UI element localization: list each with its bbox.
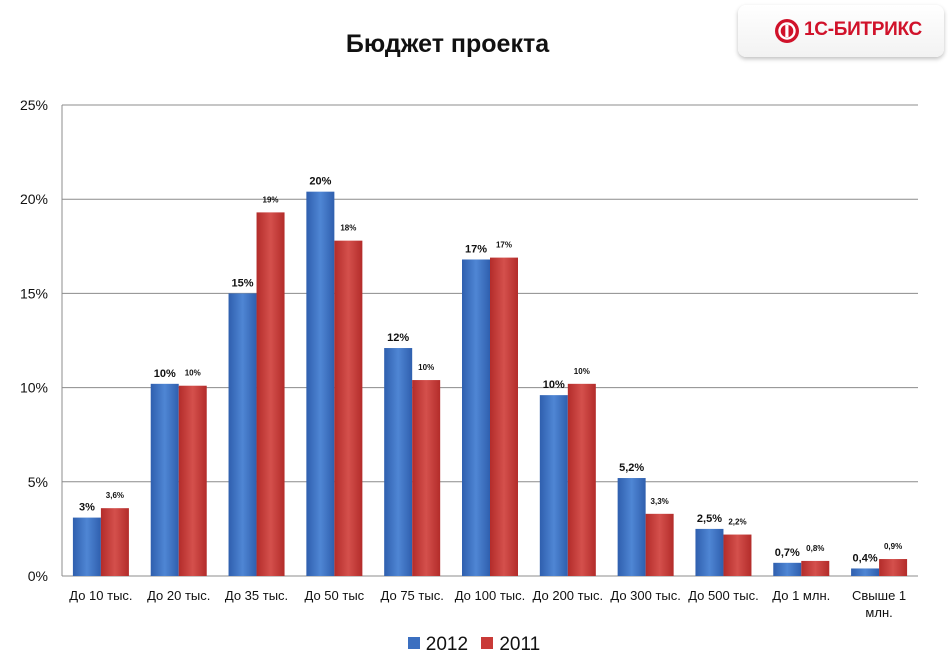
x-tick-label: До 75 тыс. — [381, 588, 444, 603]
chart-title: Бюджет проекта — [345, 30, 550, 58]
bar-2011 — [256, 212, 285, 576]
x-tick-label: Свыше 1 млн. — [852, 588, 906, 620]
bar-2012 — [462, 259, 490, 576]
data-label-2012: 10% — [154, 368, 176, 380]
legend-label-2012: 2012 — [425, 634, 469, 655]
bar-2012 — [72, 517, 101, 576]
data-label-2011: 2,2% — [728, 518, 746, 527]
data-label-2011: 10% — [574, 367, 590, 376]
y-tick-label: 20% — [20, 191, 48, 207]
bar-2011 — [879, 559, 908, 576]
data-label-2011: 10% — [418, 363, 434, 372]
x-tick-label: До 1 млн. — [772, 588, 830, 603]
data-label-2012: 15% — [232, 277, 254, 289]
data-label-2011: 0,8% — [806, 544, 824, 553]
bar-2011 — [412, 380, 441, 576]
legend-item-2011: 2011 — [481, 634, 540, 656]
data-label-2011: 10% — [185, 369, 201, 378]
bar-2011 — [645, 513, 674, 576]
bar-2011 — [801, 560, 830, 576]
y-tick-label: 5% — [28, 474, 48, 490]
y-tick-label: 25% — [20, 97, 48, 113]
bar-2012 — [851, 568, 880, 576]
1c-bitrix-logo: 1С-БИТРИКС — [738, 5, 944, 57]
data-label-2011: 18% — [340, 224, 356, 233]
x-tick-label: До 500 тыс. — [688, 588, 759, 603]
data-label-2012: 0,4% — [853, 552, 878, 564]
bar-2011 — [567, 383, 596, 576]
legend-swatch-2012 — [407, 637, 420, 649]
x-tick-label: До 50 тыс — [305, 588, 365, 603]
bar-2011 — [723, 534, 752, 576]
bar-2012 — [384, 348, 413, 576]
data-label-2012: 5,2% — [619, 462, 644, 474]
x-tick-label: До 200 тыс. — [533, 588, 604, 603]
x-tick-label: До 100 тыс. — [455, 588, 526, 603]
bar-2012 — [150, 383, 179, 576]
bar-2011 — [490, 257, 518, 576]
y-tick-label: 0% — [28, 568, 48, 584]
logo-text: 1С-БИТРИКС — [804, 19, 922, 40]
bar-2012 — [228, 293, 257, 576]
bar-2012 — [306, 191, 335, 576]
chart-legend: 2012 2011 — [0, 634, 948, 656]
data-label-2012: 10% — [543, 379, 565, 391]
legend-label-2011: 2011 — [499, 634, 541, 655]
bar-2012 — [539, 395, 568, 576]
data-label-2012: 3% — [79, 502, 95, 514]
x-tick-label: До 20 тыс. — [147, 588, 210, 603]
legend-swatch-2011 — [481, 637, 494, 649]
data-label-2011: 17% — [496, 241, 512, 250]
y-tick-label: 10% — [20, 380, 48, 396]
x-tick-label: До 10 тыс. — [69, 588, 132, 603]
data-label-2011: 3,3% — [651, 497, 669, 506]
data-label-2012: 2,5% — [697, 513, 722, 525]
data-label-2012: 0,7% — [775, 547, 800, 559]
data-label-2012: 12% — [387, 332, 409, 344]
x-tick-label: До 35 тыс. — [225, 588, 288, 603]
bar-2011 — [334, 240, 363, 576]
data-label-2012: 17% — [465, 243, 487, 255]
data-label-2011: 19% — [263, 195, 279, 204]
bar-2011 — [100, 508, 129, 576]
data-label-2011: 0,9% — [884, 542, 902, 551]
bar-2011 — [178, 385, 207, 576]
bar-2012 — [773, 562, 802, 576]
x-tick-label: До 300 тыс. — [610, 588, 681, 603]
bar-2012 — [695, 528, 724, 576]
data-label-2011: 3,6% — [106, 491, 124, 500]
legend-item-2012: 2012 — [407, 634, 469, 656]
bitrix-logo-icon — [775, 19, 799, 43]
y-tick-label: 15% — [20, 285, 48, 301]
data-label-2012: 20% — [309, 176, 331, 188]
bar-2012 — [617, 478, 646, 576]
